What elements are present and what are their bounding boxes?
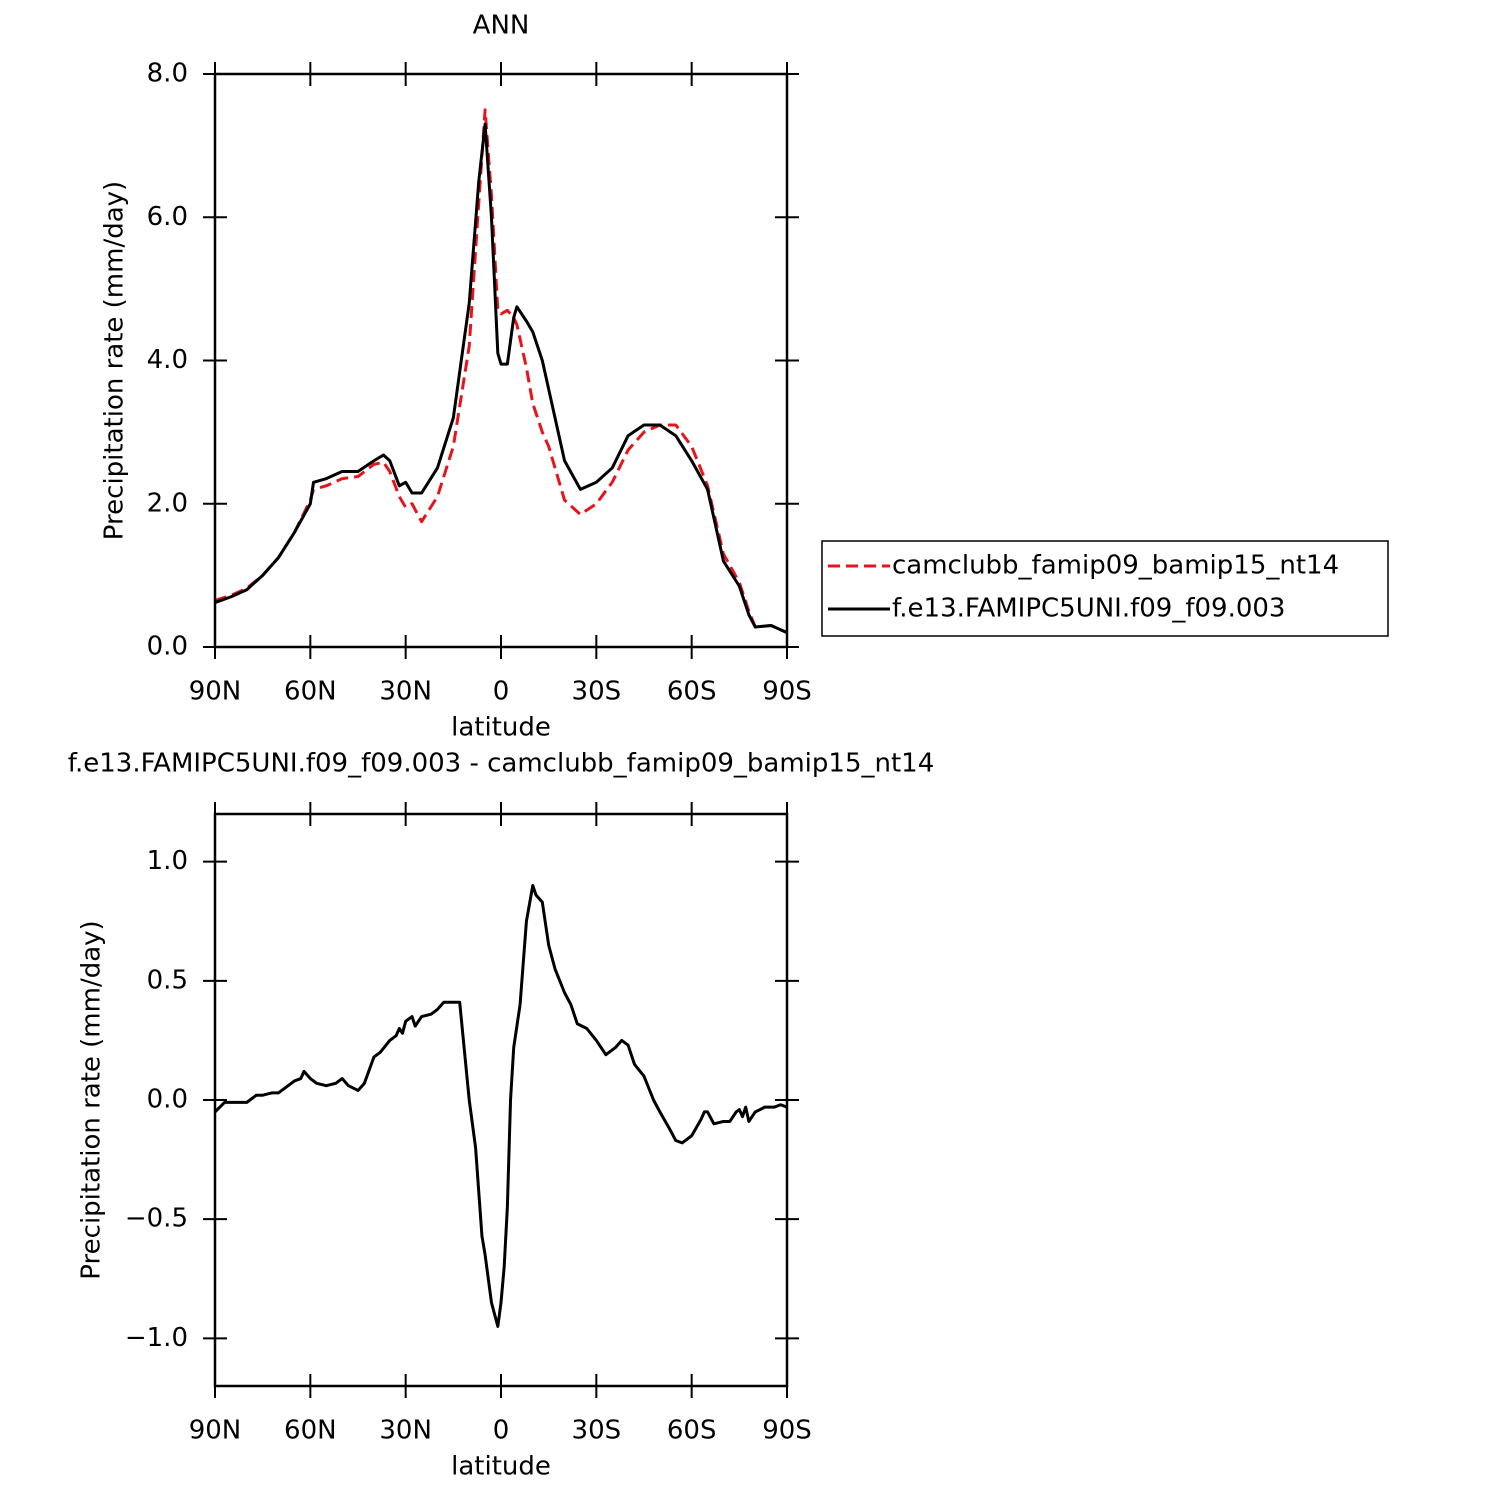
- data-line: [214, 108, 788, 635]
- y-tick-label: 0.0: [147, 1085, 188, 1115]
- x-tick-label: 60S: [667, 1416, 717, 1446]
- y-tick-label: −1.0: [125, 1323, 188, 1353]
- x-tick-label: 60N: [284, 1416, 337, 1446]
- x-tick-label: 30S: [572, 1416, 622, 1446]
- y-tick-label: 2.0: [147, 488, 188, 518]
- chart-title: f.e13.FAMIPC5UNI.f09_f09.003 - camclubb_…: [68, 749, 935, 779]
- y-tick-label: 0.5: [147, 965, 188, 995]
- x-tick-label: 0: [493, 677, 510, 707]
- x-tick-label: 90S: [762, 677, 812, 707]
- x-tick-label: 90N: [189, 677, 242, 707]
- x-tick-label: 30S: [572, 677, 622, 707]
- chart-title: ANN: [473, 11, 530, 41]
- y-tick-label: 1.0: [147, 846, 188, 876]
- y-axis-label: Precipitation rate (mm/day): [77, 920, 107, 1279]
- legend-box: [821, 540, 1389, 637]
- x-tick-label: 60S: [667, 677, 717, 707]
- legend-label: f.e13.FAMIPC5UNI.f09_f09.003: [892, 594, 1285, 624]
- x-axis-label: latitude: [451, 1452, 551, 1482]
- data-line: [213, 884, 788, 1328]
- x-tick-label: 90N: [189, 1416, 242, 1446]
- y-tick-label: −0.5: [125, 1204, 188, 1234]
- y-tick-label: 0.0: [147, 632, 188, 662]
- x-tick-label: 0: [493, 1416, 510, 1446]
- y-tick-label: 8.0: [147, 59, 188, 89]
- y-tick-label: 4.0: [147, 345, 188, 375]
- y-axis-label: Precipitation rate (mm/day): [100, 181, 130, 540]
- data-line: [214, 122, 788, 635]
- y-tick-label: 6.0: [147, 202, 188, 232]
- legend-label: camclubb_famip09_bamip15_nt14: [892, 551, 1339, 581]
- x-tick-label: 90S: [762, 1416, 812, 1446]
- x-tick-label: 60N: [284, 677, 337, 707]
- x-tick-label: 30N: [379, 1416, 432, 1446]
- x-tick-label: 30N: [379, 677, 432, 707]
- x-axis-label: latitude: [451, 713, 551, 743]
